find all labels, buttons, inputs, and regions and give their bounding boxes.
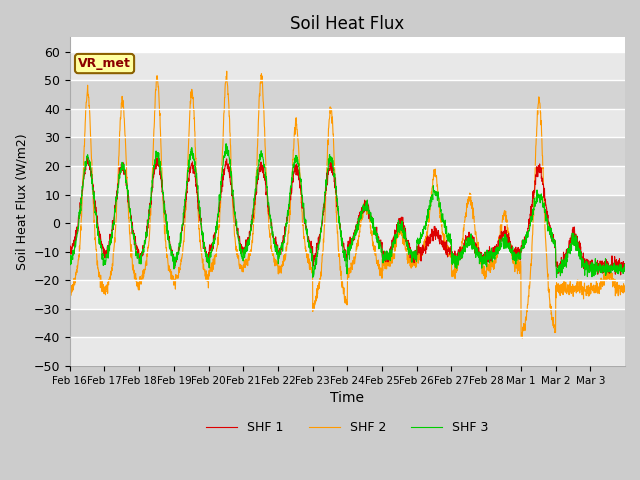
SHF 1 <box>617 272 625 278</box>
SHF 2 <box>621 283 629 288</box>
SHF 3 <box>122 170 129 176</box>
SHF 1 <box>122 171 129 177</box>
Bar <box>70 80 625 109</box>
SHF 1 <box>154 154 162 159</box>
Bar <box>70 137 625 166</box>
SHF 3 <box>553 275 561 280</box>
SHF 3 <box>66 259 74 265</box>
SHF 3 <box>515 249 522 255</box>
Text: VR_met: VR_met <box>78 57 131 70</box>
SHF 2 <box>515 255 522 261</box>
SHF 3 <box>621 263 629 269</box>
SHF 2 <box>223 68 230 74</box>
Line: SHF 2: SHF 2 <box>70 71 625 338</box>
SHF 1 <box>381 249 388 254</box>
SHF 1 <box>515 246 522 252</box>
SHF 2 <box>518 335 526 341</box>
SHF 3 <box>546 232 554 238</box>
SHF 1 <box>241 246 249 252</box>
SHF 3 <box>381 255 388 261</box>
SHF 1 <box>66 246 74 252</box>
Bar <box>70 223 625 252</box>
SHF 3 <box>614 271 621 276</box>
SHF 1 <box>614 263 621 269</box>
Bar <box>70 194 625 223</box>
Line: SHF 3: SHF 3 <box>70 144 625 277</box>
Bar <box>70 280 625 309</box>
Bar <box>70 109 625 137</box>
SHF 1 <box>621 264 629 269</box>
Y-axis label: Soil Heat Flux (W/m2): Soil Heat Flux (W/m2) <box>15 133 28 270</box>
Line: SHF 1: SHF 1 <box>70 156 625 275</box>
SHF 2 <box>122 133 129 139</box>
SHF 3 <box>241 244 249 250</box>
Bar <box>70 309 625 337</box>
SHF 3 <box>222 141 230 147</box>
SHF 2 <box>381 260 388 265</box>
X-axis label: Time: Time <box>330 391 364 405</box>
Bar <box>70 52 625 80</box>
Title: Soil Heat Flux: Soil Heat Flux <box>291 15 404 33</box>
SHF 1 <box>546 227 554 232</box>
Bar <box>70 252 625 280</box>
Bar <box>70 337 625 366</box>
SHF 2 <box>547 305 554 311</box>
Bar <box>70 166 625 194</box>
SHF 2 <box>66 284 74 289</box>
Legend: SHF 1, SHF 2, SHF 3: SHF 1, SHF 2, SHF 3 <box>200 415 495 441</box>
SHF 2 <box>614 288 621 293</box>
SHF 2 <box>241 263 249 268</box>
